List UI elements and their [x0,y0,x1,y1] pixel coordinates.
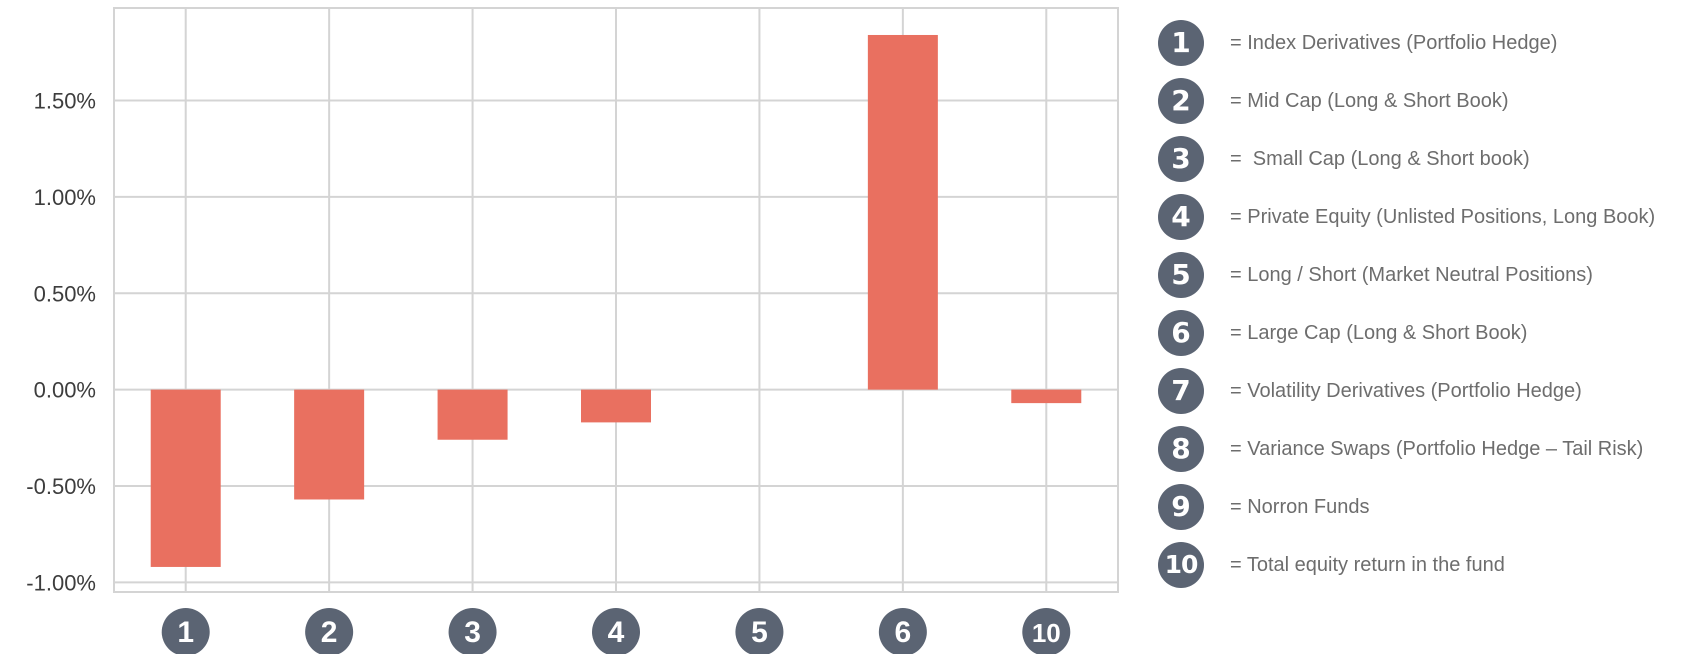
x-tick-label: 5 [751,616,768,649]
x-tick-label: 2 [321,616,338,649]
bar [1011,389,1082,404]
legend-item: 3 = Small Cap (Long & Short book) [1158,136,1698,194]
x-tick-label: 10 [1032,618,1061,648]
legend-item: 8 = Variance Swaps (Portfolio Hedge – Ta… [1158,426,1698,484]
x-category-badge [878,608,927,654]
legend-item: 10 = Total equity return in the fund [1158,542,1698,600]
bars [150,34,1082,567]
x-category-badge [161,608,210,654]
legend-number-badge: 7 [1158,368,1204,414]
legend-label: = Volatility Derivatives (Portfolio Hedg… [1230,380,1582,402]
legend-label: = Index Derivatives (Portfolio Hedge) [1230,32,1558,54]
x-tick-label: 6 [895,616,912,649]
legend-number-badge: 1 [1158,20,1204,66]
bar [867,34,938,390]
y-axis-tick-labels: -1.00% -0.50% 0.00% 0.50% 1.00% 1.50% [26,89,96,596]
legend-item: 7 = Volatility Derivatives (Portfolio He… [1158,368,1698,426]
bar [150,389,221,567]
legend-number-badge: 4 [1158,194,1204,240]
bar [581,389,651,423]
x-category-badge [448,608,497,654]
x-tick-label: 4 [608,616,625,649]
y-tick-label: -1.00% [26,570,96,595]
legend-number-badge: 5 [1158,252,1204,298]
legend-label: = Large Cap (Long & Short Book) [1230,322,1528,344]
x-category-badge [735,608,784,654]
legend: 1 = Index Derivatives (Portfolio Hedge) … [1158,20,1698,600]
legend-item: 6 = Large Cap (Long & Short Book) [1158,310,1698,368]
y-tick-label: 0.50% [34,281,96,306]
x-category-badge [305,608,354,654]
legend-number-badge: 8 [1158,426,1204,472]
legend-item: 5 = Long / Short (Market Neutral Positio… [1158,252,1698,310]
x-category-badge [1022,608,1071,654]
legend-item: 2 = Mid Cap (Long & Short Book) [1158,78,1698,136]
legend-label: = Small Cap (Long & Short book) [1230,148,1530,170]
legend-label: = Mid Cap (Long & Short Book) [1230,90,1509,112]
x-tick-label: 3 [464,616,481,649]
x-category-badge [592,608,640,654]
legend-number-badge: 10 [1158,542,1204,588]
legend-label: = Norron Funds [1230,496,1370,518]
legend-number-badge: 3 [1158,136,1204,182]
legend-label: = Private Equity (Unlisted Positions, Lo… [1230,206,1656,228]
y-tick-label: 0.00% [34,378,96,403]
x-tick-label: 1 [177,616,194,649]
legend-item: 1 = Index Derivatives (Portfolio Hedge) [1158,20,1698,78]
y-tick-label: 1.00% [34,185,96,210]
legend-number-badge: 6 [1158,310,1204,356]
x-axis-category-badges: 1 2 3 4 5 6 10 [161,608,1071,654]
legend-label: = Long / Short (Market Neutral Positions… [1230,264,1593,286]
y-tick-label: -0.50% [26,474,96,499]
y-tick-label: 1.50% [34,89,96,114]
bar [294,389,365,500]
legend-item: 9 = Norron Funds [1158,484,1698,542]
bar [437,389,508,440]
legend-item: 4 = Private Equity (Unlisted Positions, … [1158,194,1698,252]
grid-lines [113,7,1119,593]
legend-number-badge: 2 [1158,78,1204,124]
legend-label: = Total equity return in the fund [1230,554,1505,576]
legend-label: = Variance Swaps (Portfolio Hedge – Tail… [1230,438,1644,460]
legend-number-badge: 9 [1158,484,1204,530]
